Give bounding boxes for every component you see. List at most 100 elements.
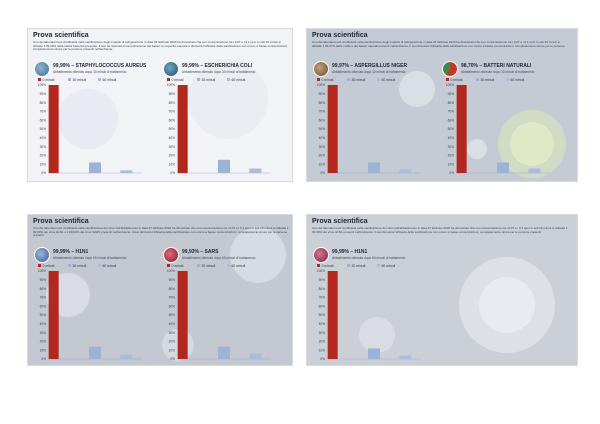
legend-swatch (377, 78, 380, 81)
y-tick-label: 10% (40, 348, 47, 352)
bar (120, 170, 133, 173)
legend-label: 60 minuti (103, 264, 117, 268)
y-tick-label: 10% (40, 162, 47, 166)
bar-chart: 0 minuti 30 minuti 60 minuti 0% 10% 20% 30% 40%… (317, 78, 421, 175)
legend-swatch (167, 264, 170, 267)
result-title: 99,99% – H1N1 (53, 249, 89, 255)
y-tick-label: 90% (319, 92, 326, 96)
result-title: 99,93% – SARS (182, 249, 219, 255)
y-tick-label: 0% (41, 171, 46, 175)
result-title: 99,99% – H1N1 (332, 249, 368, 255)
panel-title: Prova scientifica (33, 32, 89, 39)
panel-top-right: Prova scientifica Uno dei laboratori tes… (306, 28, 578, 182)
y-tick-label: 10% (319, 348, 326, 352)
legend-swatch (38, 264, 41, 267)
legend-label: 60 minuti (382, 78, 396, 82)
y-tick-label: 90% (169, 278, 176, 282)
legend-label: 60 minuti (382, 264, 396, 268)
y-tick-label: 20% (40, 154, 47, 158)
y-tick-label: 40% (319, 322, 326, 326)
bar (218, 346, 230, 359)
legend-swatch (68, 78, 71, 81)
legend-swatch (317, 78, 320, 81)
legend-swatch (98, 78, 101, 81)
y-tick-label: 60% (448, 118, 455, 122)
y-tick-label: 80% (169, 101, 176, 105)
y-tick-label: 100% (317, 269, 325, 273)
y-tick-label: 60% (169, 118, 176, 122)
y-tick-label: 30% (40, 145, 47, 149)
panel-title: Prova scientifica (33, 218, 89, 225)
legend-label: 30 minuti (352, 78, 366, 82)
legend-label: 30 minuti (202, 264, 216, 268)
y-tick-label: 100% (446, 83, 454, 87)
bar (48, 271, 59, 359)
y-tick-label: 40% (169, 136, 176, 140)
bar (456, 85, 467, 173)
bar (327, 85, 338, 173)
result-block: 99,99% – ESCHERICHIA COLI Abbattimento o… (163, 61, 288, 179)
y-tick-label: 50% (169, 313, 176, 317)
legend-label: 30 minuti (73, 78, 87, 82)
bar (327, 271, 338, 359)
y-tick-label: 30% (40, 331, 47, 335)
legend-label: 0 minuti (322, 78, 334, 82)
bar (528, 168, 541, 173)
legend-label: 0 minuti (43, 264, 55, 268)
legend-swatch (227, 264, 230, 267)
pie-icon (442, 61, 458, 77)
panel-bottom-left: Prova scientifica Uno dei laboratori tes… (27, 214, 293, 366)
y-tick-label: 80% (169, 287, 176, 291)
panel-description: Uno dei laboratori test di efficacia nel… (33, 40, 288, 52)
y-tick-label: 20% (169, 154, 176, 158)
y-tick-label: 0% (170, 357, 175, 361)
y-tick-label: 90% (319, 278, 326, 282)
virus-icon (34, 247, 50, 263)
y-tick-label: 20% (169, 340, 176, 344)
y-tick-label: 10% (448, 162, 455, 166)
result-block: 99,93% – SARS Abbattimento ottenuto dopo… (163, 247, 288, 365)
result-block: 99,99% – H1N1 Abbattimento ottenuto dopo… (34, 247, 159, 365)
legend-swatch (68, 264, 71, 267)
panel-title: Prova scientifica (312, 32, 368, 39)
legend-label: 60 minuti (232, 78, 246, 82)
panel-title: Prova scientifica (312, 218, 368, 225)
y-tick-label: 100% (38, 269, 46, 273)
bar-chart: 0 minuti 30 minuti 60 minuti 0% 10% 20% 30% 40%… (38, 264, 142, 361)
y-tick-label: 70% (448, 110, 455, 114)
result-subtitle: Abbattimento ottenuto dopo 30 minuti di … (182, 70, 256, 74)
result-title: 98,70% – BATTERI NATURALI (461, 63, 532, 69)
result-subtitle: Abbattimento ottenuto dopo 30 minuti di … (461, 70, 535, 74)
bar (399, 169, 412, 173)
virus-icon (163, 247, 179, 263)
y-tick-label: 80% (319, 287, 326, 291)
bacteria-icon (163, 61, 179, 77)
legend-swatch (377, 264, 380, 267)
y-tick-label: 60% (40, 118, 47, 122)
y-tick-label: 80% (40, 287, 47, 291)
y-tick-label: 50% (448, 127, 455, 131)
bacteria-icon (34, 61, 50, 77)
legend-label: 30 minuti (352, 264, 366, 268)
result-subtitle: Abbattimento ottenuto dopo 30 minuti di … (53, 70, 127, 74)
legend-swatch (347, 78, 350, 81)
bar (218, 159, 230, 173)
result-block: 99,99% – STAPHYLOCOCCUS AUREUS Abbattime… (34, 61, 159, 179)
y-tick-label: 30% (319, 331, 326, 335)
legend-swatch (167, 78, 170, 81)
legend-label: 60 minuti (511, 78, 525, 82)
mold-icon (313, 61, 329, 77)
y-tick-label: 80% (319, 101, 326, 105)
bar-chart: 0 minuti 30 minuti 60 minuti 0% 10% 20% 30% 40%… (38, 78, 142, 175)
legend-label: 0 minuti (322, 264, 334, 268)
y-tick-label: 30% (169, 331, 176, 335)
legend-swatch (38, 78, 41, 81)
result-subtitle: Abbattimento ottenuto dopo 30 minuti di … (332, 70, 406, 74)
result-subtitle: Abbattimento ottenuto dopo 60 minuti di … (53, 256, 127, 260)
legend-swatch (446, 78, 449, 81)
y-tick-label: 60% (169, 304, 176, 308)
y-tick-label: 70% (319, 110, 326, 114)
y-tick-label: 0% (449, 171, 454, 175)
virus-background-image (28, 215, 292, 365)
y-tick-label: 30% (319, 145, 326, 149)
